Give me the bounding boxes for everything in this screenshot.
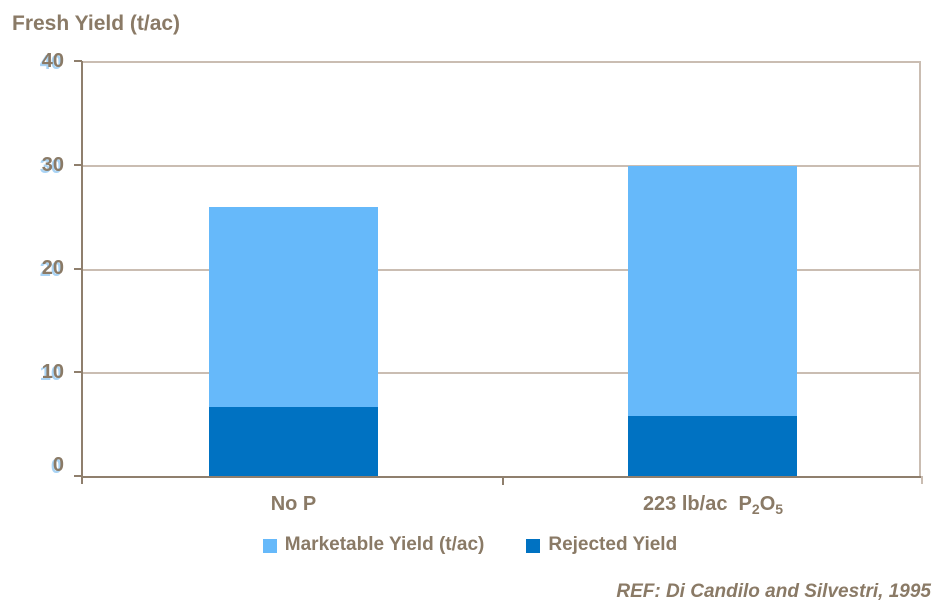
x-label-p2o5-subscript-2: 2 <box>751 501 760 517</box>
bar-no-p-marketable-segment <box>209 207 378 407</box>
x-tick-middle <box>502 478 504 485</box>
legend: Marketable Yield (t/ac) Rejected Yield <box>0 535 940 555</box>
bar-no-p <box>209 207 378 476</box>
y-tick-0 <box>74 475 82 477</box>
x-label-p2o5-subscript-5: 5 <box>775 501 784 517</box>
y-tick-label-40: 40 <box>41 50 64 72</box>
legend-item-rejected: Rejected Yield <box>526 535 677 555</box>
y-tick-label-0: 0 <box>52 454 64 476</box>
legend-item-marketable: Marketable Yield (t/ac) <box>262 534 485 555</box>
y-tick-30 <box>74 164 82 166</box>
bar-no-p-rejected-segment <box>209 406 378 476</box>
chart-title: Fresh Yield (t/ac) <box>12 12 181 35</box>
gridline-10 <box>83 371 919 374</box>
legend-swatch-marketable <box>262 539 277 553</box>
y-tick-label-20: 20 <box>41 257 64 279</box>
legend-label-rejected: Rejected Yield <box>548 534 678 555</box>
gridline-30 <box>83 165 919 168</box>
reference-citation: REF: Di Candilo and Silvestri, 1995 <box>616 581 931 602</box>
x-tick-right <box>921 476 923 484</box>
gridline-20 <box>83 268 919 271</box>
legend-swatch-rejected <box>526 539 541 553</box>
bar-223-p2o5-marketable-segment <box>628 165 797 416</box>
y-tick-20 <box>74 268 82 270</box>
legend-label-marketable: Marketable Yield (t/ac) <box>284 534 485 555</box>
y-tick-label-30: 30 <box>41 154 64 176</box>
bar-223-p2o5 <box>628 165 797 476</box>
y-axis-line <box>81 61 83 484</box>
x-axis-line <box>81 476 923 478</box>
x-category-label-no-p: No P <box>270 493 317 515</box>
x-label-p2o5-base: 223 lb/ac P <box>642 493 752 515</box>
bar-223-p2o5-rejected-segment <box>628 415 797 476</box>
plot-area <box>83 61 921 476</box>
x-category-label-p2o5: 223 lb/ac P2O5 <box>563 492 863 521</box>
y-tick-10 <box>74 371 82 373</box>
y-tick-40 <box>74 60 82 62</box>
y-tick-label-10: 10 <box>41 361 64 383</box>
x-label-p2o5-o: O <box>759 493 776 515</box>
